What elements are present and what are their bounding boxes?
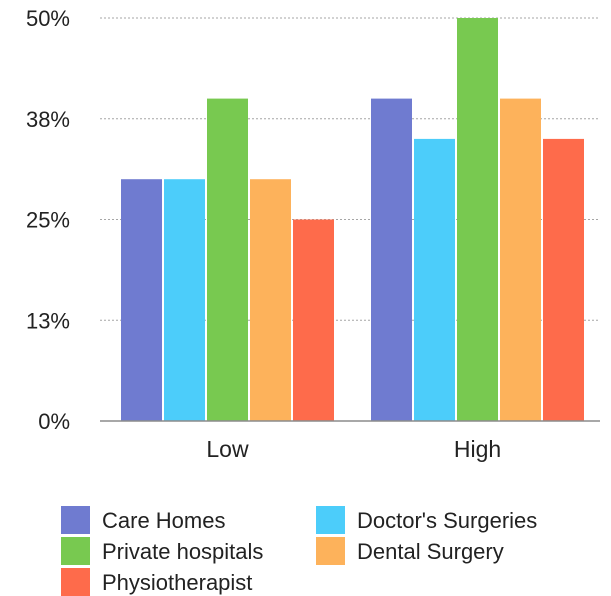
bar-low-physiotherapist (293, 219, 334, 421)
legend-swatch (61, 568, 90, 596)
bar-high-care-homes (371, 98, 412, 421)
legend-item: Private hospitals (61, 537, 263, 565)
legend-swatch (316, 537, 345, 565)
x-axis: Low High (100, 420, 600, 462)
y-tick-label: 0% (38, 409, 70, 434)
y-tick-label: 50% (26, 6, 70, 31)
bar-low-care-homes (121, 179, 162, 421)
y-tick-label: 13% (26, 308, 70, 333)
y-axis-tick-labels: 0% 13% 25% 38% 50% (26, 6, 70, 434)
legend-item: Physiotherapist (61, 568, 252, 596)
y-tick-label: 38% (26, 107, 70, 132)
legend-item: Doctor's Surgeries (316, 506, 537, 534)
bar-high-dental-surgery (500, 98, 541, 421)
legend-label: Dental Surgery (357, 539, 504, 564)
bar-high-doctor-s-surgeries (414, 138, 455, 421)
bar-high-physiotherapist (543, 138, 584, 421)
legend-swatch (61, 506, 90, 534)
bar-high-private-hospitals (457, 18, 498, 421)
x-category-label: Low (206, 436, 249, 462)
legend-label: Physiotherapist (102, 570, 252, 595)
legend-label: Care Homes (102, 508, 225, 533)
legend-swatch (61, 537, 90, 565)
legend-item: Dental Surgery (316, 537, 504, 565)
bar-low-dental-surgery (250, 179, 291, 421)
legend: Care Homes Doctor's Surgeries Private hosp… (61, 506, 537, 596)
y-tick-label: 25% (26, 208, 70, 233)
legend-swatch (316, 506, 345, 534)
bar-low-private-hospitals (207, 98, 248, 421)
legend-label: Private hospitals (102, 539, 263, 564)
legend-item: Care Homes (61, 506, 225, 534)
legend-label: Doctor's Surgeries (357, 508, 537, 533)
x-category-label: High (454, 436, 501, 462)
bar-low-doctor-s-surgeries (164, 179, 205, 421)
bars (121, 18, 584, 421)
